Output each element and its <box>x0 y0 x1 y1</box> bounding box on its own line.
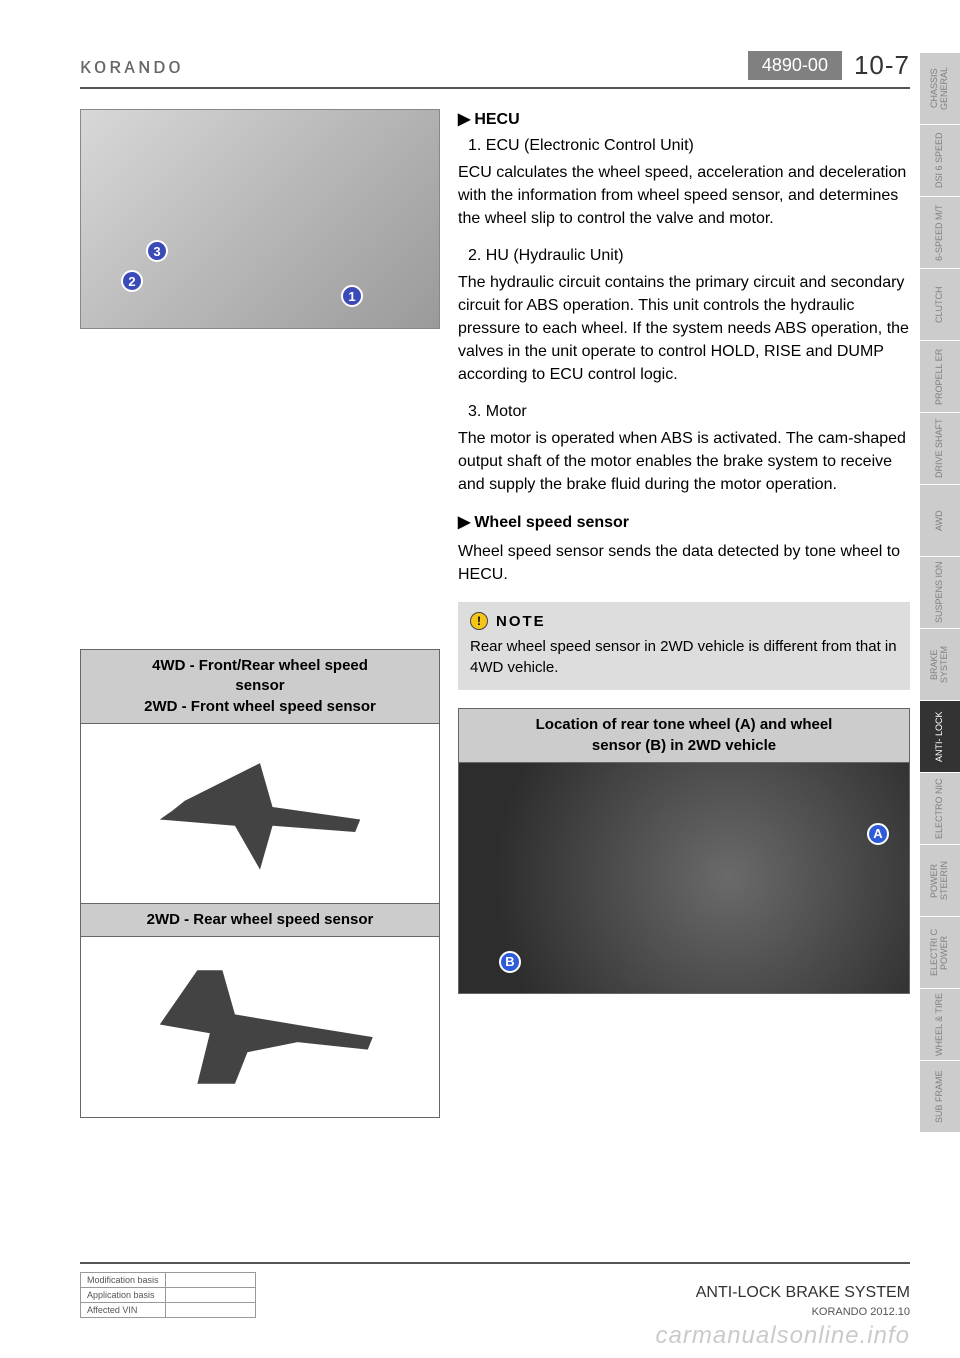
sensor-h1-l1: 4WD - Front/Rear wheel speed <box>152 657 368 674</box>
note-label: NOTE <box>496 613 546 630</box>
note-header: ! NOTE <box>470 612 898 630</box>
mod-label: Modification basis <box>81 1273 166 1288</box>
item1-text: ECU (Electronic Control Unit) <box>486 137 694 154</box>
marker-b: B <box>499 951 521 973</box>
mod-value <box>165 1288 255 1303</box>
footer-title: ANTI-LOCK BRAKE SYSTEM <box>696 1284 910 1302</box>
note-text: Rear wheel speed sensor in 2WD vehicle i… <box>470 636 898 678</box>
para-2: The hydraulic circuit contains the prima… <box>458 271 910 387</box>
list-item-2: 2. HU (Hydraulic Unit) <box>468 247 910 265</box>
callout-2: 2 <box>121 270 143 292</box>
marker-a: A <box>867 823 889 845</box>
side-tab[interactable]: 6-SPEED M/T <box>920 196 960 268</box>
side-tab[interactable]: AWD <box>920 484 960 556</box>
table-row: Affected VIN <box>81 1303 256 1318</box>
wss-para: Wheel speed sensor sends the data detect… <box>458 540 910 586</box>
side-tab[interactable]: SUB FRAME <box>920 1060 960 1132</box>
sensor-table: 4WD - Front/Rear wheel speed sensor 2WD … <box>80 649 440 1118</box>
side-tab[interactable]: ELECTRI C POWER <box>920 916 960 988</box>
watermark: carmanualsonline.info <box>656 1322 910 1350</box>
sensor-photo-2 <box>81 937 439 1117</box>
list-item-1: 1. ECU (Electronic Control Unit) <box>468 137 910 155</box>
wss-heading: ▶Wheel speed sensor <box>458 512 910 532</box>
note-box: ! NOTE Rear wheel speed sensor in 2WD ve… <box>458 602 910 690</box>
side-tab[interactable]: ELECTRO NIC <box>920 772 960 844</box>
item2-text: HU (Hydraulic Unit) <box>486 247 624 264</box>
side-tab[interactable]: POWER STEERIN <box>920 844 960 916</box>
triangle-icon: ▶ <box>458 109 470 129</box>
side-tabs: CHASSIS GENERALDSI 6 SPEED6-SPEED M/TCLU… <box>920 52 960 1132</box>
callout-3: 3 <box>146 240 168 262</box>
modification-table: Modification basis Application basis Aff… <box>80 1272 256 1318</box>
side-tab[interactable]: PROPELL ER <box>920 340 960 412</box>
item3-text: Motor <box>486 403 527 420</box>
triangle-icon: ▶ <box>458 512 470 532</box>
table-row: Modification basis <box>81 1273 256 1288</box>
loc-h-l2: sensor (B) in 2WD vehicle <box>592 737 776 754</box>
section-code: 4890-00 <box>748 51 842 80</box>
para-3: The motor is operated when ABS is activa… <box>458 427 910 497</box>
hecu-heading: ▶HECU <box>458 109 910 129</box>
mod-value <box>165 1273 255 1288</box>
side-tab[interactable]: DRIVE SHAFT <box>920 412 960 484</box>
sensor-h1-l2: sensor <box>235 677 284 694</box>
callout-1: 1 <box>341 285 363 307</box>
hecu-photo: 1 2 3 <box>80 109 440 329</box>
side-tab[interactable]: ANTI- LOCK <box>920 700 960 772</box>
wss-title-text: Wheel speed sensor <box>474 514 629 531</box>
sensor-shape-icon <box>135 751 386 876</box>
mod-value <box>165 1303 255 1318</box>
side-tab[interactable]: CLUTCH <box>920 268 960 340</box>
location-header: Location of rear tone wheel (A) and whee… <box>459 709 909 763</box>
mod-label: Application basis <box>81 1288 166 1303</box>
footer-right: ANTI-LOCK BRAKE SYSTEM KORANDO 2012.10 <box>696 1284 910 1318</box>
page-number: 10-7 <box>854 50 910 81</box>
hecu-title-text: HECU <box>474 111 519 128</box>
side-tab[interactable]: WHEEL & TIRE <box>920 988 960 1060</box>
sensor-photo-1 <box>81 724 439 904</box>
sensor-shape-icon <box>135 964 386 1090</box>
sensor-h1-l3: 2WD - Front wheel speed sensor <box>144 698 376 715</box>
page-header: ᴋᴏʀᴀɴᴅᴏ 4890-00 10-7 <box>80 50 910 89</box>
sensor-header-2: 2WD - Rear wheel speed sensor <box>81 904 439 937</box>
mod-label: Affected VIN <box>81 1303 166 1318</box>
para-1: ECU calculates the wheel speed, accelera… <box>458 161 910 231</box>
sensor-header-1: 4WD - Front/Rear wheel speed sensor 2WD … <box>81 650 439 724</box>
loc-h-l1: Location of rear tone wheel (A) and whee… <box>536 716 833 733</box>
location-photo: A B <box>459 763 909 993</box>
page-footer: Modification basis Application basis Aff… <box>80 1262 910 1318</box>
side-tab[interactable]: CHASSIS GENERAL <box>920 52 960 124</box>
note-icon: ! <box>470 612 488 630</box>
side-tab[interactable]: DSI 6 SPEED <box>920 124 960 196</box>
list-item-3: 3. Motor <box>468 403 910 421</box>
table-row: Application basis <box>81 1288 256 1303</box>
location-box: Location of rear tone wheel (A) and whee… <box>458 708 910 994</box>
footer-sub: KORANDO 2012.10 <box>696 1306 910 1318</box>
side-tab[interactable]: SUSPENS ION <box>920 556 960 628</box>
brand-logo: ᴋᴏʀᴀɴᴅᴏ <box>80 53 184 79</box>
side-tab[interactable]: BRAKE SYSTEM <box>920 628 960 700</box>
header-right: 4890-00 10-7 <box>748 50 910 81</box>
